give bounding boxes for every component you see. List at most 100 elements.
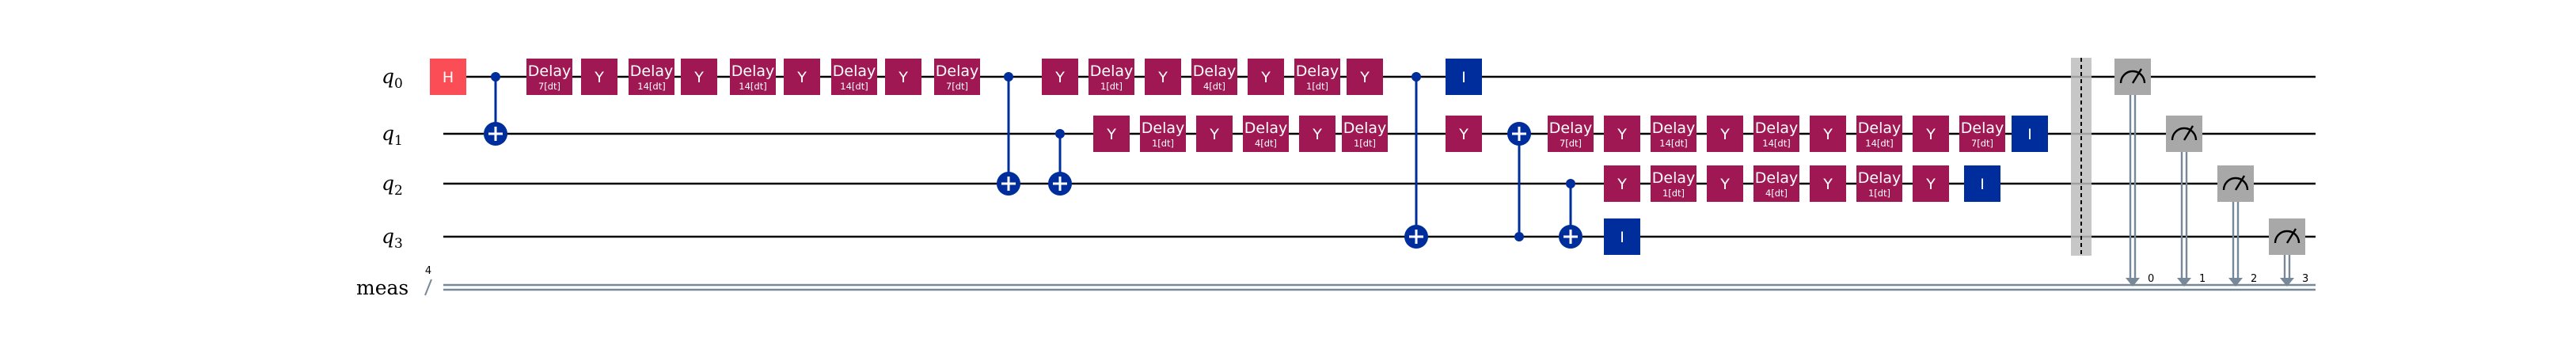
qubit-index: 0 [394,76,403,92]
measure-arrow [2280,278,2294,287]
classical-register-width: 4 [425,265,431,277]
y-gate-box [1707,165,1743,202]
i-gate: I [1964,165,2000,202]
measure-arrow [2126,278,2140,287]
delay-gate-label: Delay [528,63,572,80]
measure-gate: 1 [2166,116,2206,287]
y-gate-label: Y [1054,69,1065,86]
y-gate-label: Y [1458,126,1468,143]
y-gate: Y [784,59,820,95]
wires-layer [424,75,2316,296]
y-gate-label: Y [1822,126,1833,143]
y-gate: Y [1042,59,1078,95]
y-gate: Y [1913,116,1949,152]
y-gate-box [1145,59,1181,95]
delay-gate-box [526,59,572,95]
h-gate-label: H [443,69,454,86]
delay-gate-label: Delay [1193,63,1237,80]
cnot-target [1404,225,1428,249]
connections-layer [494,77,1572,237]
i-gate-box [1604,218,1640,255]
y-gate: Y [1604,116,1640,152]
delay-gate-param: 14[dt] [739,81,766,92]
delay-gate-box [1294,59,1340,95]
measure-arrow [2228,278,2243,287]
delay-gate-param: 7[dt] [1971,138,1993,149]
y-gate-box [1446,116,1482,152]
i-gate-label: I [1980,176,1985,193]
delay-gate-box [1243,116,1289,152]
delay-gate-param: 4[dt] [1765,188,1788,199]
delay-gate-label: Delay [1652,120,1696,137]
y-gate-box [1707,116,1743,152]
meter-arc-icon [2274,230,2301,244]
qubit-name: q [382,65,394,88]
measure-clbit-index: 3 [2302,273,2308,285]
measure-box [2217,165,2254,202]
measure-clbit-index: 0 [2148,273,2154,285]
delay-gate-param: 1[dt] [1662,188,1685,199]
delay-gate-param: 14[dt] [1762,138,1790,149]
delay-gate-label: Delay [731,63,775,80]
delay-gate-box [730,59,776,95]
y-gate-box [784,59,820,95]
qubit-index: 3 [394,236,403,252]
delay-gate-label: Delay [1652,169,1696,187]
cnot-control-dot [1514,232,1524,241]
cnot-control-dot [1055,129,1065,139]
delay-gate-box [1856,116,1902,152]
y-gate: Y [885,59,921,95]
measure-clbit-index: 2 [2251,273,2257,285]
delay-gate-box [1753,116,1799,152]
meter-needle-icon [2234,175,2246,191]
cnot-control-dot [1411,72,1421,82]
y-gate-box [1810,165,1846,202]
delay-gate-param: 1[dt] [1152,138,1174,149]
delay-gate-param: 7[dt] [1560,138,1582,149]
delay-gate-label: Delay [1755,169,1799,187]
delay-gate-label: Delay [1755,120,1799,137]
i-gate: I [1604,218,1640,255]
delay-gate-box [831,59,877,95]
measure-gate: 2 [2217,165,2257,287]
meter-arc-icon [2119,70,2146,84]
cnot-control-dot [491,72,500,82]
qubit-name: q [382,122,394,145]
y-gate: Y [1093,116,1130,152]
y-gate-label: Y [1617,126,1627,143]
delay-gate-param: 7[dt] [538,81,560,92]
cnot-target [1507,122,1531,146]
y-gate-box [1810,116,1846,152]
i-gate: I [2012,116,2048,152]
delay-gate-label: Delay [1961,120,2004,137]
y-gate-label: Y [1719,126,1730,143]
i-gate-box [1446,59,1482,95]
meter-needle-icon [2131,68,2143,84]
meter-arc-icon [2222,177,2249,191]
delay-gate-label: Delay [1858,169,1902,187]
y-gate-box [885,59,921,95]
y-gate-label: Y [1209,126,1219,143]
delay-gate-param: 14[dt] [1865,138,1893,149]
y-gate: Y [1707,165,1743,202]
delay-gate-box [1959,116,2005,152]
delay-gate-box [1191,59,1237,95]
y-gate: Y [1446,116,1482,152]
y-gate-box [1248,59,1284,95]
y-gate-box [1042,59,1078,95]
delay-gate-param: 7[dt] [946,81,968,92]
y-gate-label: Y [693,69,704,86]
